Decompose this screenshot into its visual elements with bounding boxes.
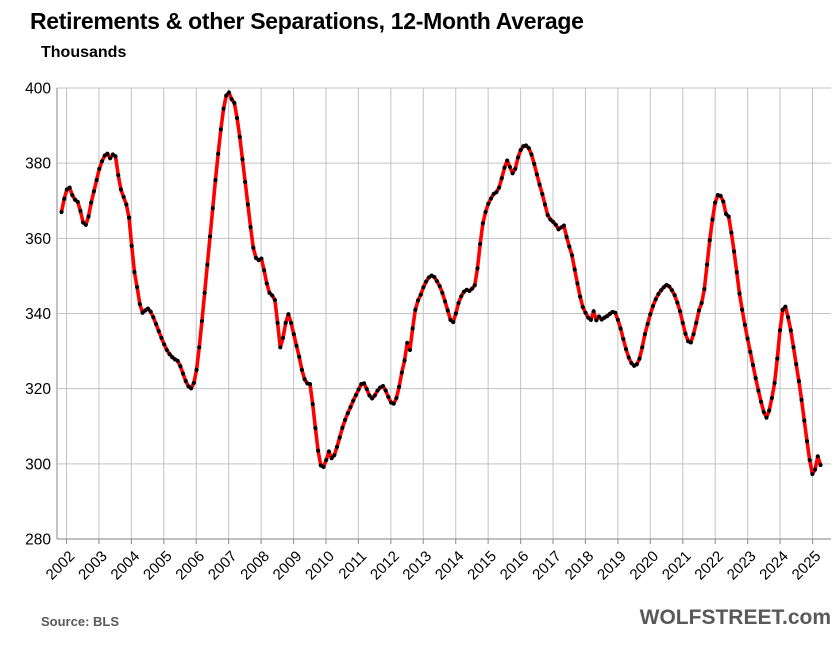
svg-text:2007: 2007 <box>205 548 241 584</box>
svg-text:2019: 2019 <box>594 548 630 584</box>
svg-text:2014: 2014 <box>432 548 468 584</box>
svg-text:340: 340 <box>25 306 51 323</box>
svg-text:2005: 2005 <box>140 548 176 584</box>
chart-title: Retirements & other Separations, 12-Mont… <box>30 8 584 34</box>
axes <box>56 88 831 544</box>
svg-text:2020: 2020 <box>627 548 663 584</box>
svg-text:280: 280 <box>25 532 51 549</box>
svg-text:2004: 2004 <box>108 548 144 584</box>
svg-text:2013: 2013 <box>399 548 435 584</box>
svg-text:320: 320 <box>25 381 51 398</box>
svg-text:2012: 2012 <box>367 548 403 584</box>
svg-text:2016: 2016 <box>497 548 533 584</box>
svg-text:2009: 2009 <box>270 548 306 584</box>
svg-text:2010: 2010 <box>302 548 338 584</box>
svg-text:400: 400 <box>25 81 51 98</box>
svg-text:2017: 2017 <box>529 548 565 584</box>
svg-text:2024: 2024 <box>756 548 792 584</box>
svg-text:360: 360 <box>25 231 51 248</box>
svg-text:2023: 2023 <box>724 548 760 584</box>
svg-text:2002: 2002 <box>43 548 79 584</box>
svg-text:2021: 2021 <box>659 548 695 584</box>
source-note: Source: BLS <box>41 614 120 629</box>
svg-text:2018: 2018 <box>562 548 598 584</box>
svg-text:2025: 2025 <box>789 548 825 584</box>
svg-text:2008: 2008 <box>237 548 273 584</box>
y-axis-units-label: Thousands <box>41 44 127 61</box>
svg-text:300: 300 <box>25 456 51 473</box>
series-markers <box>59 90 823 477</box>
svg-text:380: 380 <box>25 156 51 173</box>
y-axis-tick-labels: 280 300 320 340 360 380 400 <box>25 81 51 549</box>
svg-text:2015: 2015 <box>464 548 500 584</box>
svg-text:2011: 2011 <box>335 548 370 583</box>
svg-text:2022: 2022 <box>691 548 727 584</box>
x-axis-tick-labels: 2002200320042005200620072008200920102011… <box>43 548 825 584</box>
svg-text:2003: 2003 <box>75 548 111 584</box>
brand-wordmark: WOLFSTREET.com <box>639 606 831 629</box>
svg-text:2006: 2006 <box>172 548 208 584</box>
series-line <box>59 90 823 476</box>
gridlines <box>57 87 831 540</box>
